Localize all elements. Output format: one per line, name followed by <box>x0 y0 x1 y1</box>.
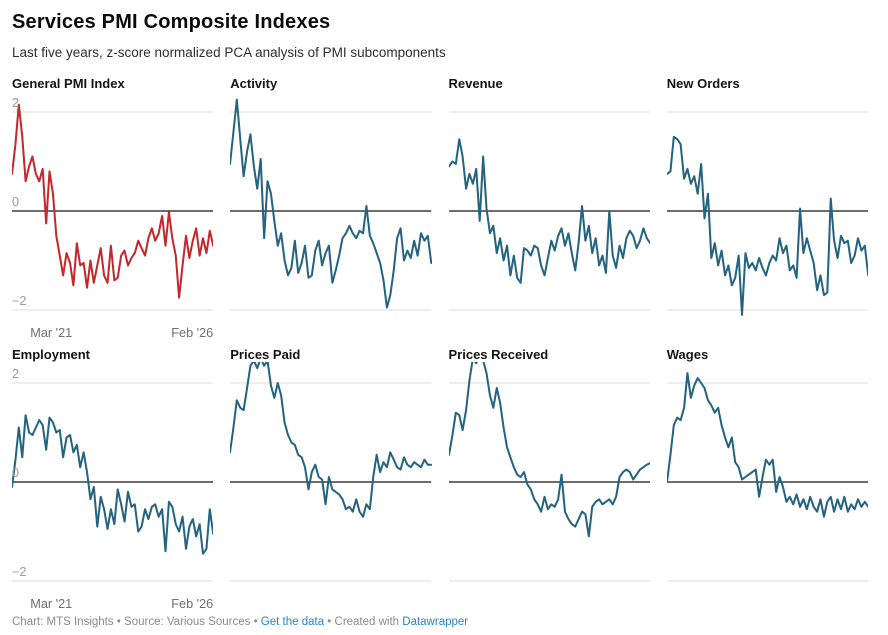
panel-title: Employment <box>12 347 91 362</box>
plot-employment: 2 0 −2 Mar '21 Feb '26 <box>12 367 214 611</box>
plot-revenue <box>448 111 650 311</box>
panel-wages: Wages <box>666 341 868 612</box>
panel-title: New Orders <box>666 76 740 91</box>
panel-activity: Activity <box>230 70 432 341</box>
series-line <box>12 103 214 299</box>
footer: Chart: MTS Insights • Source: Various So… <box>12 616 468 628</box>
y-tick-label-2: 2 <box>12 96 19 110</box>
y-tick-label-minus2: −2 <box>12 294 26 308</box>
plot-wages <box>666 372 868 582</box>
panel-title: Prices Received <box>448 347 549 362</box>
series-line <box>448 362 650 538</box>
page-subtitle: Last five years, z-score normalized PCA … <box>12 45 446 60</box>
series-line <box>448 138 650 284</box>
datawrapper-link[interactable]: Datawrapper <box>402 616 469 628</box>
series-line <box>12 414 214 555</box>
y-tick-label-2: 2 <box>12 367 19 381</box>
panel-prices-paid: Prices Paid <box>230 341 432 612</box>
panel-title: Wages <box>666 347 709 362</box>
panel-employment: Employment 2 0 −2 Mar '21 Feb '26 <box>12 341 214 612</box>
panel-new-orders: New Orders <box>666 70 868 341</box>
panel-title: Prices Paid <box>230 347 301 362</box>
footer-created-with: • Created with <box>324 616 403 628</box>
page-title: Services PMI Composite Indexes <box>12 11 331 33</box>
panel-title: General PMI Index <box>12 76 125 91</box>
x-axis-label-end: Feb '26 <box>171 326 213 340</box>
y-tick-label-0: 0 <box>12 466 19 480</box>
y-tick-label-0: 0 <box>12 195 19 209</box>
series-line <box>230 362 432 518</box>
plot-prices-paid <box>230 362 432 582</box>
plot-new-orders <box>666 111 868 316</box>
plot-general-pmi-index: 2 0 −2 Mar '21 Feb '26 <box>12 96 214 340</box>
series-line <box>666 135 868 316</box>
y-tick-label-minus2: −2 <box>12 565 26 579</box>
x-axis-label-start: Mar '21 <box>30 326 72 340</box>
small-multiples-grid: General PMI Index 2 0 −2 Mar '21 Feb '26 Act… <box>12 70 868 612</box>
panel-prices-received: Prices Received <box>448 341 650 612</box>
footer-credit-text: Chart: MTS Insights • Source: Various So… <box>12 616 261 628</box>
series-line <box>666 372 868 518</box>
get-the-data-link[interactable]: Get the data <box>260 616 325 628</box>
plot-prices-received <box>448 362 650 582</box>
panel-revenue: Revenue <box>448 70 650 341</box>
panel-title: Revenue <box>448 76 503 91</box>
plot-activity <box>230 98 432 311</box>
panel-general-pmi-index: General PMI Index 2 0 −2 Mar '21 Feb '26 <box>12 70 214 341</box>
series-line <box>230 98 432 309</box>
panel-title: Activity <box>230 76 278 91</box>
x-axis-label-start: Mar '21 <box>30 597 72 611</box>
x-axis-label-end: Feb '26 <box>171 597 213 611</box>
